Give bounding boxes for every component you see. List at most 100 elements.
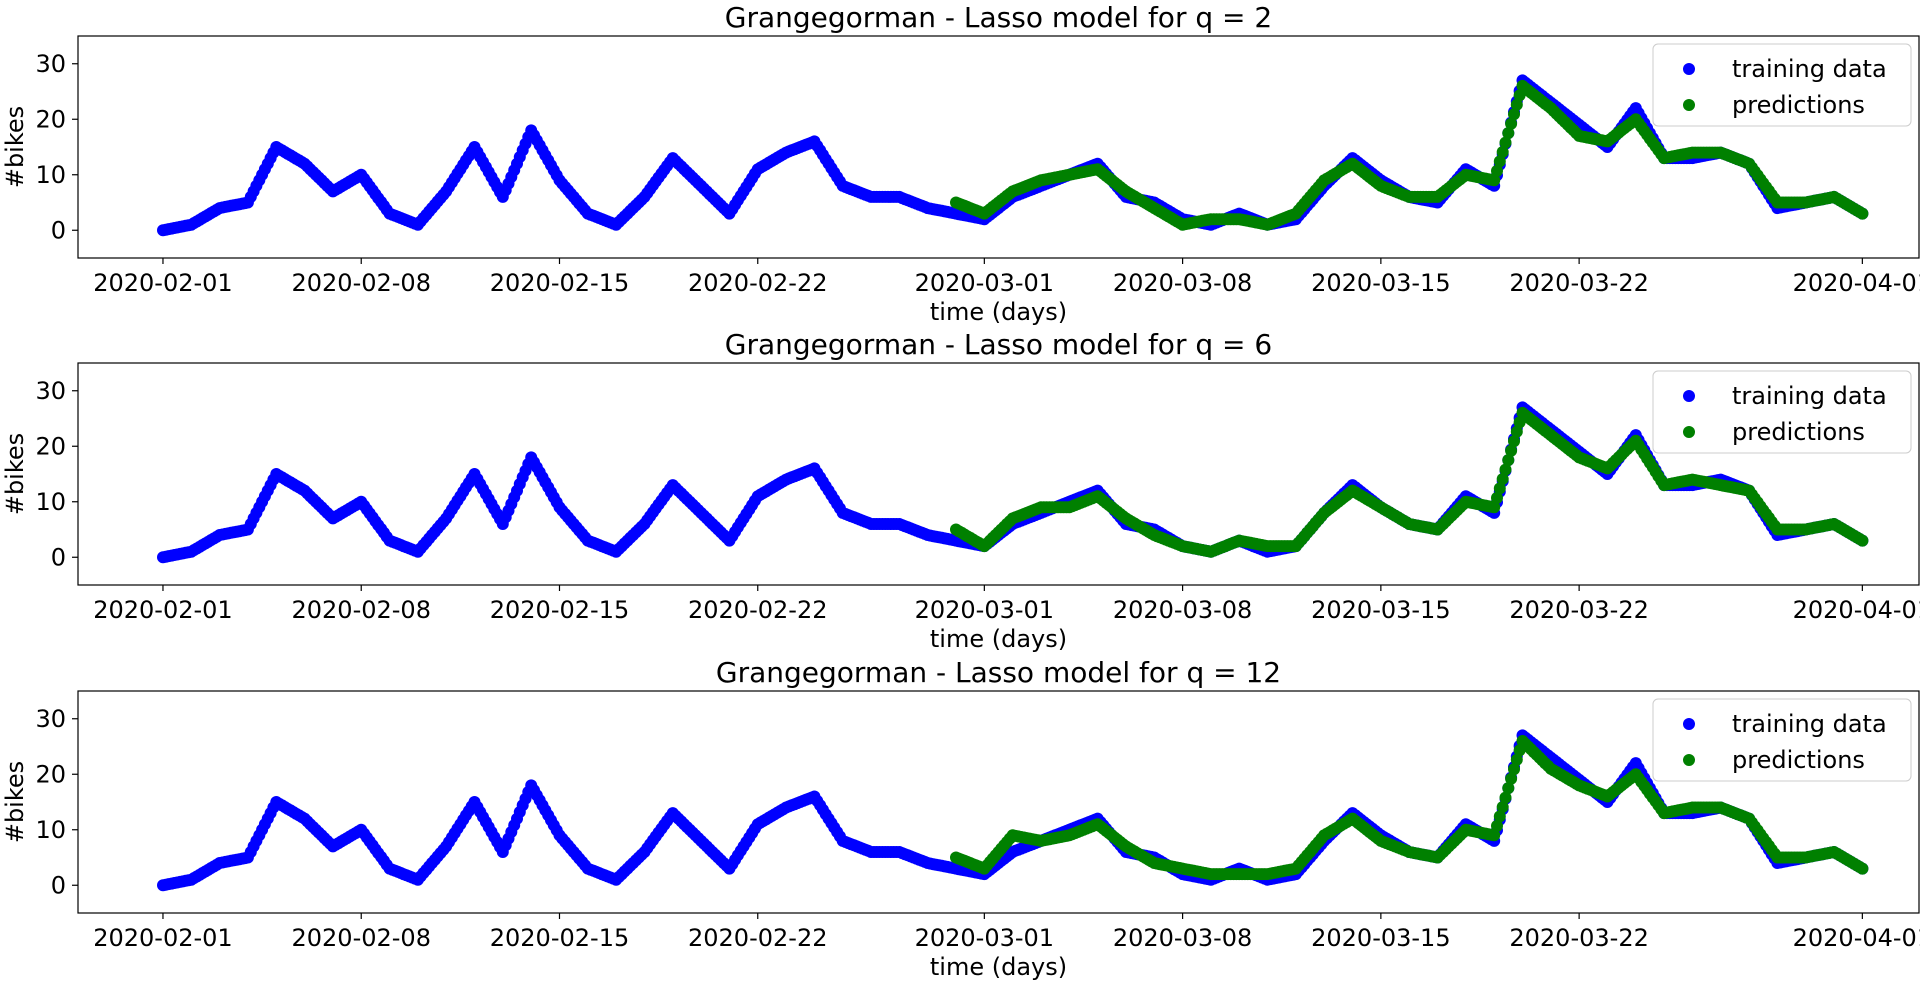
x-tick-label: 2020-04-01 <box>1793 596 1920 624</box>
y-tick-label: 0 <box>51 216 66 244</box>
x-tick-label: 2020-02-22 <box>688 269 827 297</box>
y-tick-label: 20 <box>35 432 66 460</box>
y-tick-label: 0 <box>51 543 66 571</box>
y-axis-label: #bikes <box>1 106 29 188</box>
x-tick-label: 2020-03-08 <box>1113 596 1252 624</box>
x-tick-label: 2020-03-08 <box>1113 269 1252 297</box>
legend-box <box>1652 698 1912 782</box>
x-tick-label: 2020-03-01 <box>915 269 1054 297</box>
legend-label: predictions <box>1732 418 1865 446</box>
series-layer <box>157 401 1869 564</box>
x-axis-label: time (days) <box>930 298 1067 326</box>
legend-label: predictions <box>1732 91 1865 119</box>
prediction-point <box>1491 819 1503 832</box>
legend-marker <box>1683 754 1695 766</box>
y-tick-label: 0 <box>51 871 66 899</box>
y-tick-label: 30 <box>35 705 66 733</box>
chart-title: Grangegorman - Lasso model for q = 12 <box>716 656 1281 689</box>
y-tick-label: 30 <box>35 50 66 78</box>
prediction-point <box>1493 810 1506 823</box>
chart-title: Grangegorman - Lasso model for q = 2 <box>725 1 1272 34</box>
y-tick-label: 30 <box>35 377 66 405</box>
y-axis-label: #bikes <box>1 433 29 515</box>
legend-marker <box>1683 426 1695 438</box>
legend: training data predictions <box>1652 43 1912 127</box>
x-tick-label: 2020-03-22 <box>1509 269 1648 297</box>
prediction-point <box>1505 117 1518 130</box>
prediction-point <box>1496 801 1509 813</box>
x-tick-label: 2020-02-01 <box>93 924 232 952</box>
prediction-point <box>1493 155 1506 168</box>
chart-panel-3: Grangegorman - Lasso model for q = 12 0 10… <box>1 656 1920 981</box>
prediction-point <box>1499 463 1512 476</box>
legend-marker <box>1683 63 1695 75</box>
x-tick-label: 2020-02-01 <box>93 596 232 624</box>
y-tick-label: 10 <box>35 488 66 516</box>
legend-label: training data <box>1732 55 1887 83</box>
prediction-point <box>1499 136 1512 149</box>
prediction-point <box>1508 108 1520 121</box>
prediction-point <box>1856 534 1869 547</box>
x-tick-label: 2020-02-15 <box>490 924 629 952</box>
x-tick-label: 2020-03-15 <box>1311 596 1450 624</box>
x-tick-label: 2020-03-15 <box>1311 269 1450 297</box>
prediction-point <box>1491 164 1503 177</box>
prediction-point <box>1510 98 1523 111</box>
x-axis-label: time (days) <box>930 953 1067 981</box>
legend-label: training data <box>1732 710 1887 738</box>
prediction-point <box>1491 491 1503 504</box>
legend-marker <box>1683 718 1695 730</box>
x-axis-label: time (days) <box>930 625 1067 653</box>
axes-frame <box>77 362 1920 586</box>
x-tick-label: 2020-03-22 <box>1509 596 1648 624</box>
series-layer <box>157 729 1869 892</box>
x-tick-label: 2020-02-15 <box>490 596 629 624</box>
prediction-point <box>1502 454 1515 467</box>
prediction-point <box>1496 473 1509 485</box>
prediction-point <box>1502 127 1515 140</box>
prediction-point <box>1488 501 1501 514</box>
y-tick-label: 10 <box>35 161 66 189</box>
prediction-point <box>1508 435 1520 448</box>
legend-marker <box>1683 390 1695 402</box>
x-tick-label: 2020-02-08 <box>291 596 430 624</box>
x-tick-label: 2020-03-01 <box>915 924 1054 952</box>
x-tick-label: 2020-02-01 <box>93 269 232 297</box>
axes-frame <box>77 690 1920 914</box>
prediction-point <box>1496 146 1509 158</box>
chart-title: Grangegorman - Lasso model for q = 6 <box>725 328 1272 361</box>
legend: training data predictions <box>1652 370 1912 454</box>
prediction-point <box>1856 207 1869 220</box>
prediction-point <box>1499 791 1512 804</box>
x-tick-label: 2020-03-15 <box>1311 924 1450 952</box>
legend-label: training data <box>1732 382 1887 410</box>
x-tick-label: 2020-02-08 <box>291 924 430 952</box>
axes-frame <box>77 35 1920 259</box>
prediction-point <box>1488 829 1501 842</box>
legend: training data predictions <box>1652 698 1912 782</box>
series-layer <box>157 74 1869 237</box>
prediction-point <box>1505 444 1518 457</box>
y-tick-label: 20 <box>35 760 66 788</box>
x-tick-label: 2020-03-22 <box>1509 924 1648 952</box>
legend-label: predictions <box>1732 746 1865 774</box>
prediction-point <box>1508 763 1520 776</box>
chart-panel-2: Grangegorman - Lasso model for q = 6 0 10 2… <box>1 328 1920 653</box>
x-tick-label: 2020-04-01 <box>1793 924 1920 952</box>
y-axis-label: #bikes <box>1 761 29 843</box>
legend-box <box>1652 370 1912 454</box>
prediction-point <box>1510 753 1523 766</box>
prediction-point <box>1488 174 1501 187</box>
x-tick-label: 2020-04-01 <box>1793 269 1920 297</box>
prediction-point <box>1856 862 1869 875</box>
chart-panel-1: Grangegorman - Lasso model for q = 2 0 10 2… <box>1 1 1920 326</box>
prediction-point <box>1505 772 1518 785</box>
legend-marker <box>1683 99 1695 111</box>
x-tick-label: 2020-02-22 <box>688 596 827 624</box>
legend-box <box>1652 43 1912 127</box>
prediction-point <box>1493 482 1506 495</box>
x-tick-label: 2020-03-01 <box>915 596 1054 624</box>
x-tick-label: 2020-02-22 <box>688 924 827 952</box>
prediction-point <box>1510 425 1523 438</box>
